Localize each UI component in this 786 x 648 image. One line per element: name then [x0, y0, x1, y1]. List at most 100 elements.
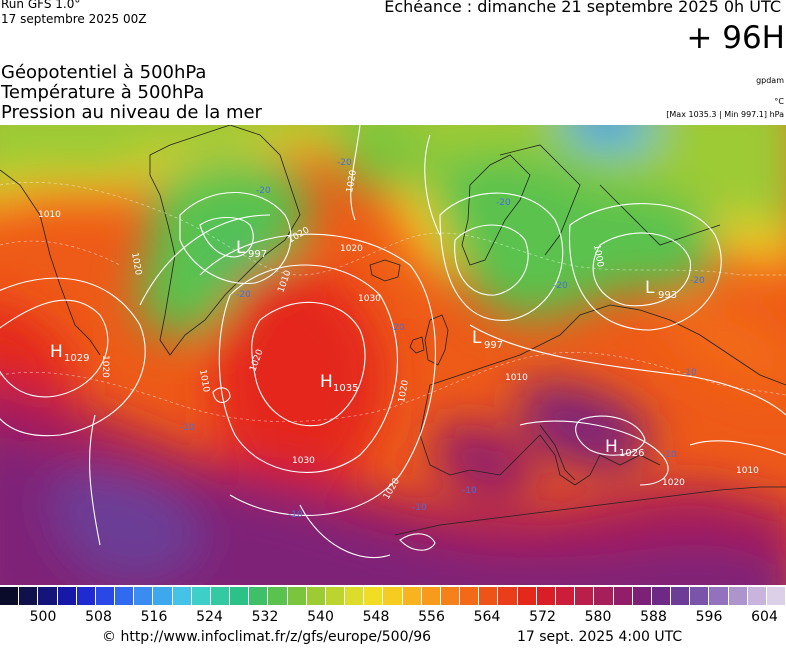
- center-low-3: L: [645, 278, 655, 298]
- center-low-3-value: 993: [658, 290, 677, 301]
- color-swatch: [402, 587, 422, 605]
- color-scale-label: 532: [251, 609, 279, 625]
- color-scale-label: 500: [29, 609, 57, 625]
- color-swatch: [575, 587, 595, 605]
- color-scale-label: 556: [418, 609, 445, 625]
- isobars: [0, 125, 786, 559]
- color-scale-label: 508: [85, 609, 112, 625]
- color-scale-label: 540: [307, 609, 334, 625]
- title-temperature: Température à 500hPa: [1, 82, 205, 103]
- isobar-label: 1020: [340, 244, 363, 254]
- source-url: © http://www.infoclimat.fr/z/gfs/europe/…: [102, 629, 432, 645]
- temperature-label: -10: [180, 423, 195, 433]
- color-swatch: [345, 587, 365, 605]
- temperature-label: -20: [390, 323, 405, 333]
- color-swatch: [19, 587, 39, 605]
- color-swatch: [134, 587, 154, 605]
- color-scale-labels: 500 508 516 524 532 540 548 556 564 572 580 588 596 6…: [0, 609, 786, 629]
- color-swatch: [728, 587, 748, 605]
- color-swatch: [690, 587, 710, 605]
- color-swatch: [57, 587, 77, 605]
- color-scale-label: 516: [140, 609, 168, 625]
- title-geopotential: Géopotentiel à 500hPa: [1, 62, 207, 83]
- color-swatch: [498, 587, 518, 605]
- temperature-label: -20: [553, 281, 568, 291]
- color-swatch: [268, 587, 288, 605]
- center-high-2-value: 1035: [333, 383, 358, 394]
- color-scale-label: 564: [473, 609, 501, 625]
- temperature-label: -10: [662, 450, 677, 460]
- center-high-2: H: [320, 372, 333, 392]
- color-swatch: [210, 587, 231, 605]
- color-swatch: [172, 587, 192, 605]
- color-swatch: [364, 587, 384, 605]
- temperature-label: -20: [236, 290, 251, 300]
- color-swatch: [651, 587, 672, 605]
- color-swatch: [517, 587, 537, 605]
- isobar-label: 1020: [345, 169, 359, 194]
- color-swatch: [613, 587, 633, 605]
- color-swatch: [766, 587, 786, 605]
- title-pressure: Pression au niveau de la mer: [1, 102, 262, 123]
- isobar-label: 1030: [358, 294, 381, 304]
- color-scale-label: 524: [196, 609, 223, 625]
- center-high-3: H: [605, 437, 618, 457]
- isobar-label: 1020: [662, 478, 685, 488]
- temperature-label: -20: [496, 198, 511, 208]
- pressure-range: [Max 1035.3 | Min 997.1] hPa: [666, 110, 784, 119]
- color-swatch: [38, 587, 58, 605]
- run-date: 17 septembre 2025 00Z: [1, 12, 147, 26]
- isobar-label: 1030: [292, 456, 315, 466]
- temperature-label: -10: [462, 486, 477, 496]
- temperature-label: -20: [690, 276, 705, 286]
- unit-temperature: °C: [774, 97, 784, 106]
- forecast-valid-time: Echéance : dimanche 21 septembre 2025 0h…: [384, 0, 781, 16]
- color-swatch: [440, 587, 461, 605]
- color-swatch: [115, 587, 135, 605]
- isobar-label: 1010: [736, 466, 759, 476]
- center-low-1: L: [236, 238, 246, 258]
- run-label: Run GFS 1.0°: [1, 0, 81, 11]
- color-swatch: [0, 587, 20, 605]
- color-scale-label: 596: [695, 609, 723, 625]
- center-high-1: H: [50, 342, 63, 362]
- temperature-label: -10: [412, 503, 427, 513]
- lead-time: + 96H: [686, 20, 785, 56]
- color-swatch: [709, 587, 729, 605]
- generation-date: 17 sept. 2025 4:00 UTC: [517, 629, 683, 645]
- color-swatch: [421, 587, 441, 605]
- color-scale: [0, 587, 786, 605]
- geopotential-field: [0, 125, 786, 585]
- center-low-1-value: 997: [248, 249, 267, 260]
- temperature-label: -10: [682, 368, 697, 378]
- temperature-isotherms: [0, 182, 786, 422]
- color-swatch: [325, 587, 346, 605]
- temperature-labels: -20 -20 -20 -20 -20 -20 -20 -10 -10 -10 …: [180, 158, 705, 520]
- color-swatch: [594, 587, 614, 605]
- color-swatch: [249, 587, 269, 605]
- color-swatch: [671, 587, 691, 605]
- color-swatch: [153, 587, 173, 605]
- center-low-2: L: [472, 328, 482, 348]
- unit-geopotential: gpdam: [756, 76, 784, 85]
- color-swatch: [460, 587, 480, 605]
- color-swatch: [230, 587, 250, 605]
- temperature-label: -20: [256, 186, 271, 196]
- isobar-label: 1020: [129, 252, 143, 277]
- color-scale-label: 580: [584, 609, 612, 625]
- center-low-2-value: 997: [484, 340, 503, 351]
- color-swatch: [287, 587, 307, 605]
- isobar-label: 1020: [397, 379, 411, 404]
- isobar-label: 1010: [197, 369, 211, 394]
- center-high-3-value: 1026: [619, 448, 644, 459]
- isobar-labels: 1010 1020 1020 1010 1020 1030 1030 1010 …: [38, 169, 759, 502]
- isobar-label: 1010: [505, 373, 528, 383]
- temperature-label: -10: [288, 510, 303, 520]
- isobar-label: 1000: [591, 244, 605, 269]
- isobar-label: 1020: [100, 355, 110, 378]
- pressure-centers: H 1029 L 997 H 1035 L 997 L 993 H 1026: [50, 238, 677, 459]
- color-scale-label: 588: [640, 609, 667, 625]
- temperature-label: -20: [337, 158, 352, 168]
- isobar-label: 1010: [38, 210, 61, 220]
- color-scale-label: 548: [362, 609, 390, 625]
